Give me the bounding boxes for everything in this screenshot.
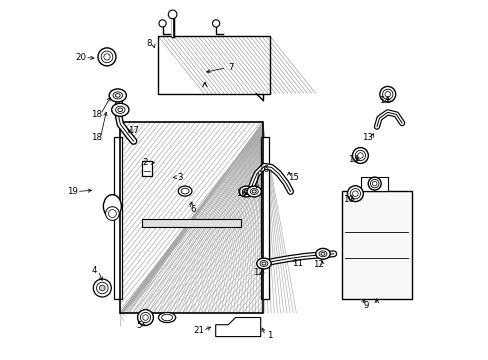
Text: 21: 21	[193, 326, 203, 335]
Ellipse shape	[242, 189, 250, 194]
Circle shape	[384, 91, 390, 97]
Circle shape	[370, 179, 378, 188]
Ellipse shape	[111, 103, 129, 116]
Text: 9: 9	[363, 301, 368, 310]
Text: 19: 19	[67, 187, 78, 196]
Text: 18: 18	[90, 110, 102, 119]
Ellipse shape	[162, 314, 172, 321]
Ellipse shape	[246, 186, 261, 197]
Ellipse shape	[118, 108, 122, 112]
Text: 16: 16	[257, 165, 268, 174]
Ellipse shape	[262, 262, 265, 265]
Text: 5: 5	[136, 321, 142, 330]
Circle shape	[352, 148, 367, 163]
Circle shape	[103, 54, 110, 60]
Ellipse shape	[178, 186, 192, 196]
Circle shape	[137, 310, 153, 325]
Circle shape	[96, 282, 108, 294]
Ellipse shape	[113, 92, 122, 99]
Ellipse shape	[181, 188, 189, 194]
Text: 11: 11	[292, 259, 303, 268]
Circle shape	[98, 48, 116, 66]
Bar	[341, 191, 411, 299]
Ellipse shape	[108, 210, 116, 217]
Ellipse shape	[318, 251, 326, 257]
Text: 18: 18	[90, 133, 102, 142]
Ellipse shape	[158, 312, 175, 323]
Ellipse shape	[109, 89, 126, 102]
Bar	[142, 219, 241, 228]
Bar	[142, 161, 152, 176]
Bar	[261, 137, 268, 299]
Ellipse shape	[115, 106, 125, 113]
Text: 16: 16	[236, 189, 246, 198]
Text: 14: 14	[378, 95, 389, 104]
Text: 10: 10	[342, 195, 353, 204]
Text: 15: 15	[287, 173, 298, 181]
Circle shape	[357, 153, 363, 158]
Ellipse shape	[320, 252, 325, 255]
Ellipse shape	[103, 195, 121, 218]
Text: 12: 12	[252, 269, 263, 277]
Text: 6: 6	[190, 205, 196, 214]
Bar	[361, 177, 387, 191]
Circle shape	[349, 189, 360, 199]
Circle shape	[382, 89, 392, 99]
Text: 3: 3	[177, 173, 183, 181]
Circle shape	[101, 51, 113, 63]
Text: 17: 17	[128, 126, 139, 135]
Polygon shape	[215, 318, 260, 337]
Bar	[158, 36, 269, 94]
Circle shape	[372, 181, 376, 186]
Ellipse shape	[252, 190, 256, 193]
Bar	[158, 36, 269, 94]
Ellipse shape	[115, 94, 120, 97]
Bar	[120, 122, 262, 313]
Circle shape	[159, 20, 166, 27]
Ellipse shape	[105, 207, 119, 220]
Circle shape	[99, 285, 105, 291]
Text: 20: 20	[75, 53, 86, 62]
Text: 2: 2	[142, 158, 148, 167]
Ellipse shape	[239, 186, 253, 197]
Circle shape	[355, 150, 365, 161]
Text: 7: 7	[227, 63, 233, 72]
Ellipse shape	[250, 189, 258, 194]
Text: 13: 13	[362, 133, 372, 142]
Circle shape	[212, 20, 219, 27]
Circle shape	[168, 10, 177, 19]
Circle shape	[367, 177, 380, 190]
Text: 14: 14	[347, 154, 358, 163]
Bar	[114, 137, 122, 299]
Ellipse shape	[260, 261, 267, 266]
Circle shape	[142, 315, 148, 320]
Ellipse shape	[256, 258, 270, 269]
Text: 12: 12	[312, 260, 323, 269]
Text: 4: 4	[91, 266, 97, 275]
Ellipse shape	[315, 248, 329, 259]
Circle shape	[352, 191, 357, 197]
Text: 1: 1	[266, 331, 272, 340]
Circle shape	[93, 279, 111, 297]
Text: 8: 8	[146, 40, 152, 49]
Circle shape	[140, 312, 150, 323]
Circle shape	[347, 186, 363, 202]
Circle shape	[379, 86, 395, 102]
Ellipse shape	[244, 190, 248, 193]
Bar	[120, 122, 262, 313]
